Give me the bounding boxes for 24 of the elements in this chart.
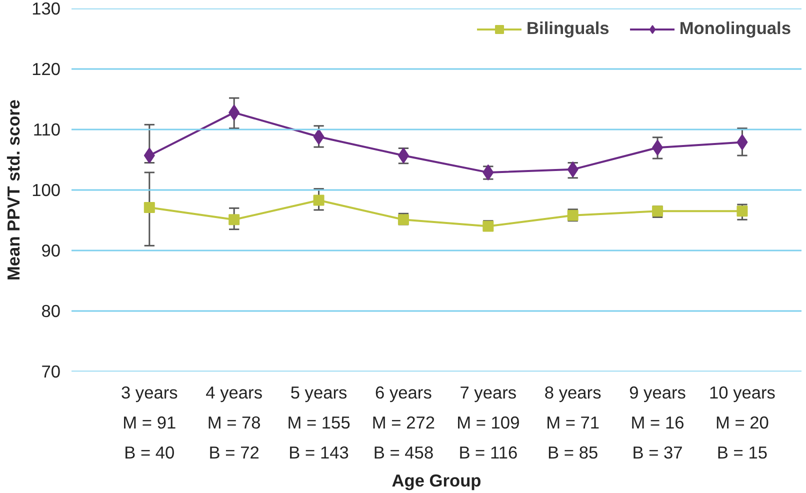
- point: [736, 206, 748, 217]
- point: [313, 194, 324, 206]
- point: [228, 214, 240, 226]
- x-axis-title: Age Group: [392, 470, 482, 490]
- x-tick-label: 5 years M = 155 B = 143: [287, 382, 350, 462]
- point: [144, 202, 155, 214]
- x-tick-label: 6 years M = 272 B = 458: [372, 382, 436, 462]
- y-tick-label: 70: [41, 362, 61, 382]
- y-axis-title: Mean PPVT std. score: [4, 99, 24, 281]
- x-tick-label: 7 years M = 109 B = 116: [456, 382, 520, 462]
- y-tick-label: 90: [41, 240, 61, 260]
- point: [482, 220, 494, 232]
- legend-label: Bilinguals: [526, 18, 610, 39]
- x-tick-label: 8 years M = 71 B = 85: [544, 382, 602, 462]
- legend-label: Monolinguals: [679, 18, 791, 39]
- y-tick-label: 120: [32, 59, 61, 79]
- y-tick-label: 100: [32, 180, 61, 200]
- y-tick-label: 130: [32, 0, 61, 18]
- x-tick-label: 3 years M = 91 B = 40: [121, 382, 178, 462]
- y-tick-label: 80: [41, 301, 61, 321]
- y-tick-label: 110: [32, 120, 61, 140]
- x-tick-label: 9 years M = 16 B = 37: [629, 382, 686, 462]
- x-tick-label: 4 years M = 78 B = 72: [206, 382, 263, 462]
- x-tick-label: 10 years M = 20 B = 15: [708, 382, 776, 462]
